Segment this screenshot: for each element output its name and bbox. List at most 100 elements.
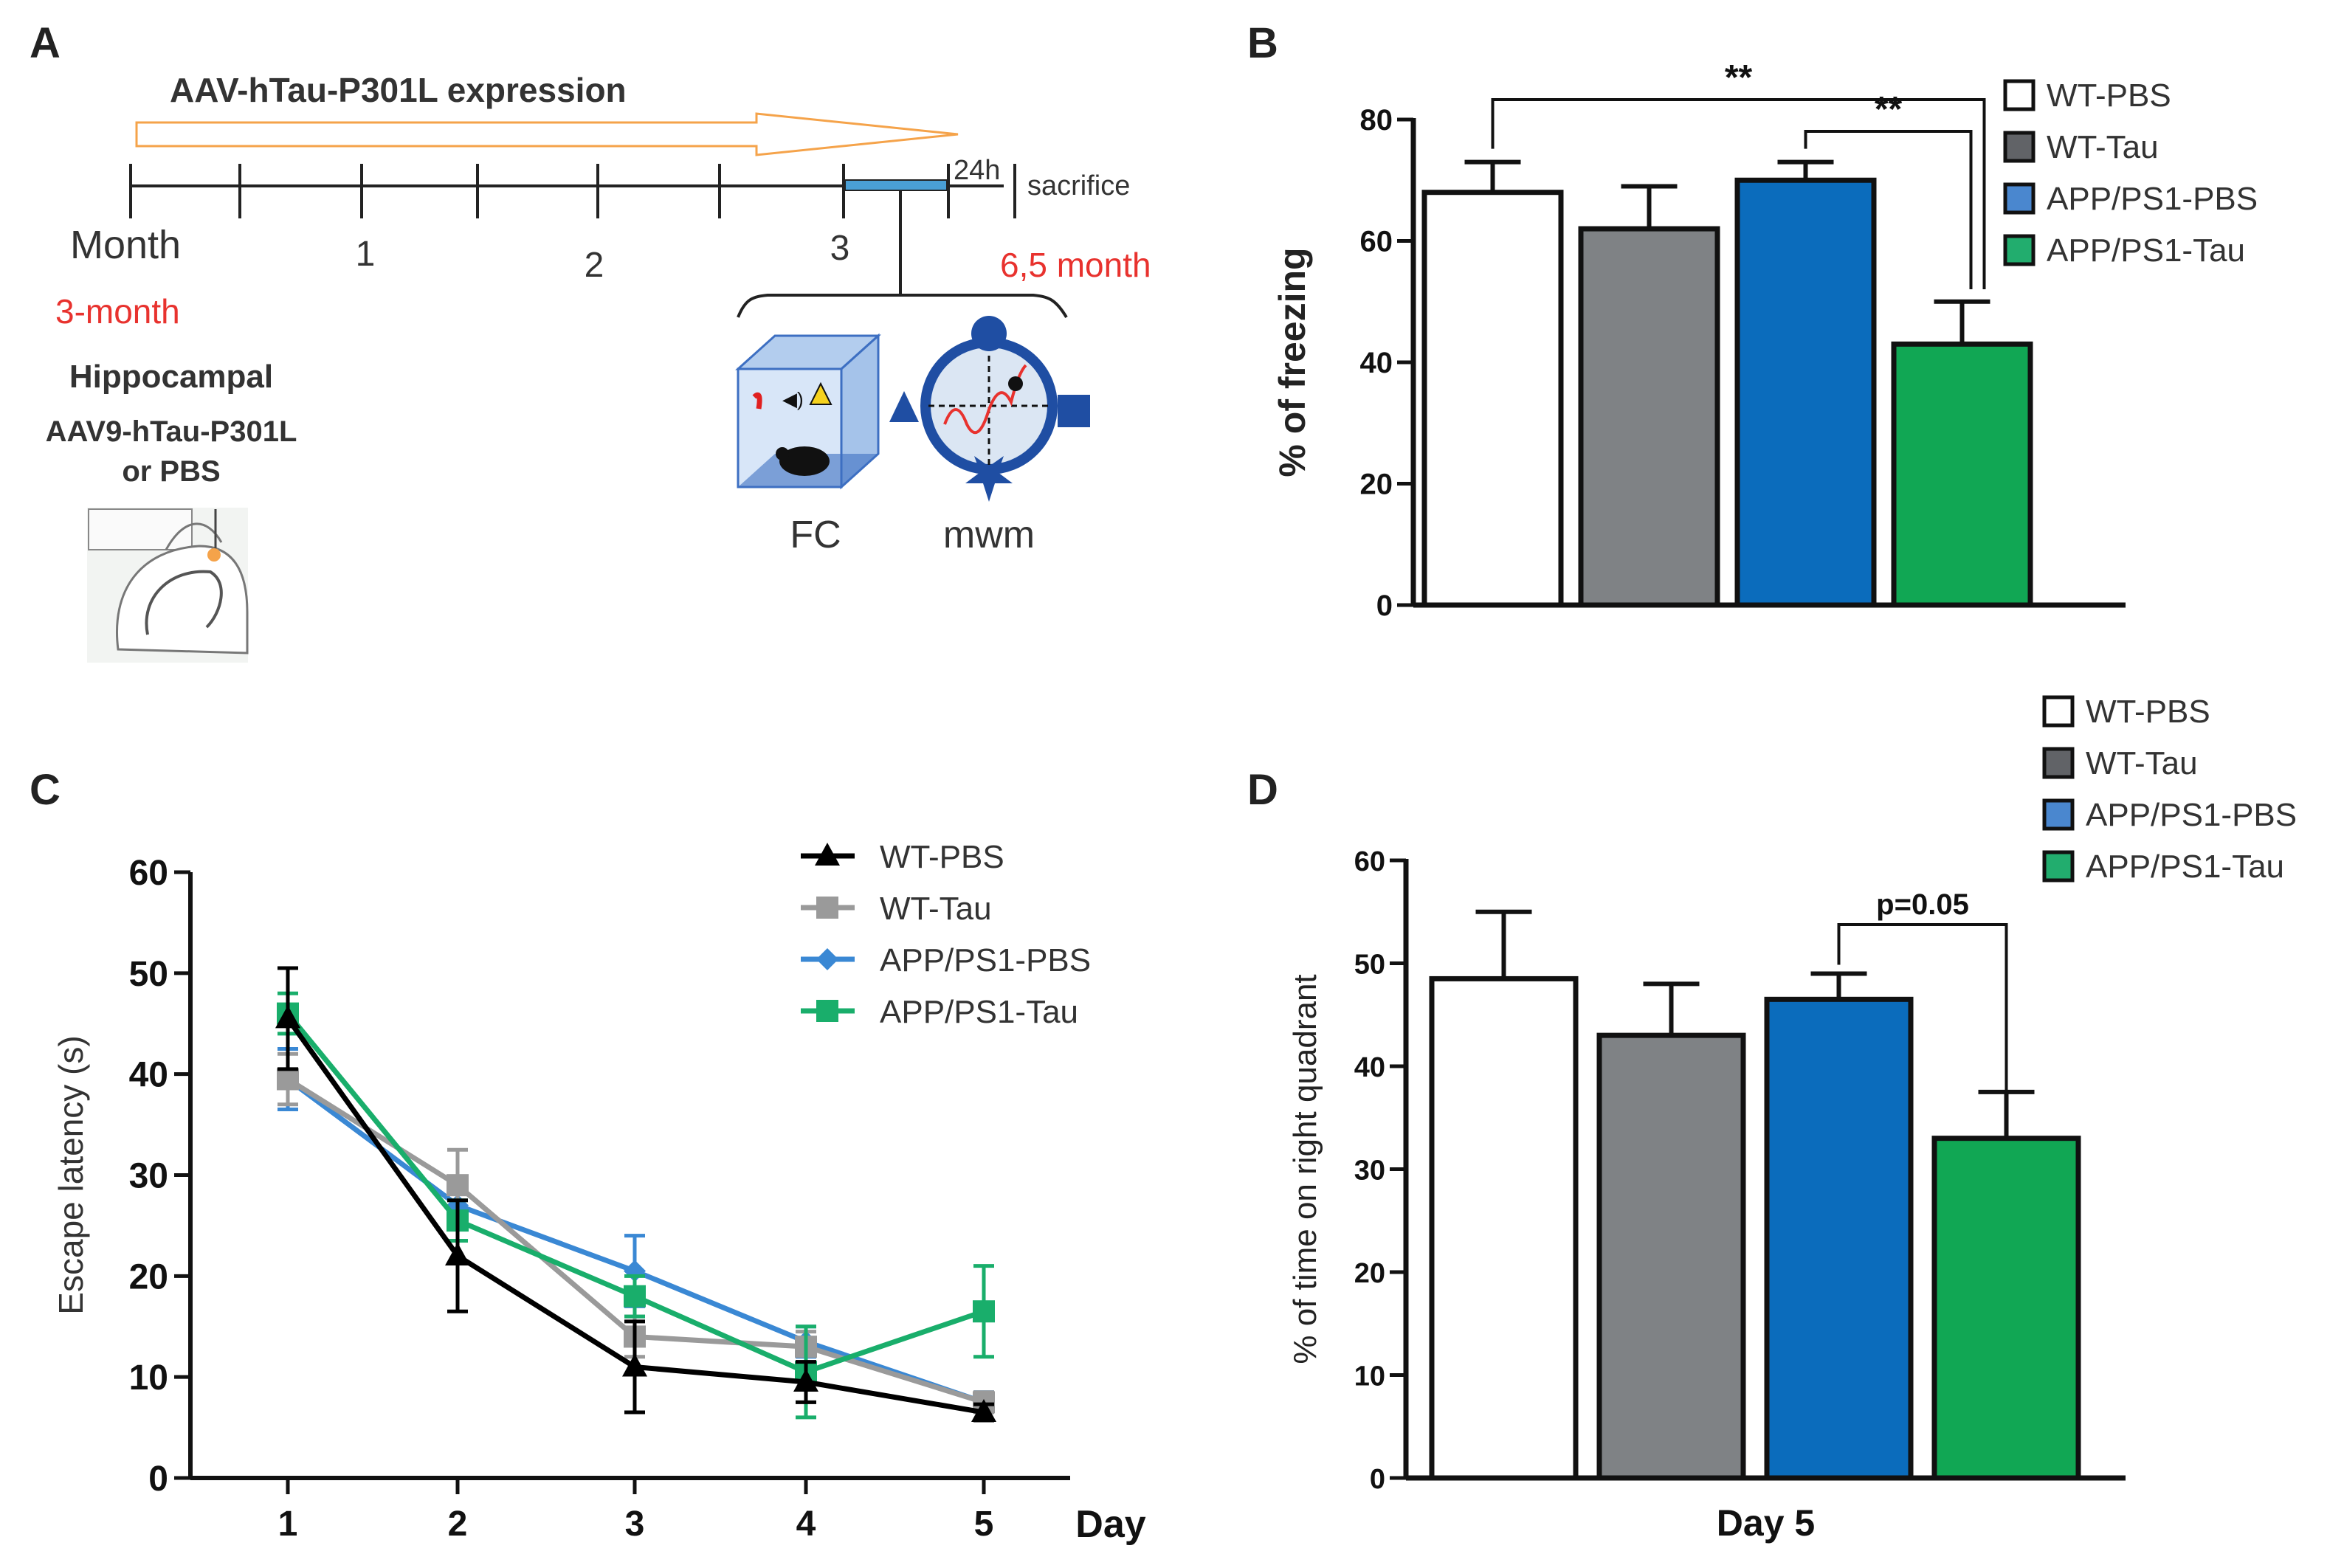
- bar-app-ps1-tau: [1931, 1136, 2081, 1481]
- legend-swatch-wt-tau: [2003, 131, 2036, 163]
- legend-swatch-wt-pbs: [2042, 695, 2075, 728]
- x-tick-label: 5: [974, 1505, 994, 1544]
- significance-label: **: [1875, 90, 1903, 129]
- legend-label-wt-pbs: WT-PBS: [2047, 77, 2171, 114]
- panel-a-timeline: A AAV-hTau-P301L expression Month 1 2 3 …: [30, 19, 1151, 663]
- expression-arrow-label: AAV-hTau-P301L expression: [170, 71, 627, 109]
- injection-line-3: or PBS: [122, 455, 220, 488]
- legend-marker-app-ps1-tau: [816, 1000, 838, 1022]
- y-tick-label: 60: [1360, 226, 1393, 258]
- point-wt-pbs: [445, 1242, 470, 1265]
- month-label: Month: [70, 223, 181, 267]
- panel-a-letter: A: [30, 19, 61, 67]
- start-age-label: 3-month: [55, 292, 180, 331]
- y-tick-label: 20: [1360, 469, 1393, 501]
- legend-label-wt-pbs: WT-PBS: [880, 839, 1004, 875]
- significance-label: **: [1725, 58, 1753, 97]
- x-tick-label: 4: [796, 1505, 816, 1544]
- b-legend: WT-PBS WT-Tau APP/PS1-PBS APP/PS1-Tau: [2003, 77, 2258, 269]
- significance-bracket: [1491, 98, 1986, 289]
- d-significance: p=0.05: [1837, 888, 2008, 1091]
- y-tick-label: 50: [1354, 950, 1385, 981]
- y-tick-label: 10: [1354, 1361, 1385, 1392]
- legend-swatch-wt-tau: [2042, 747, 2075, 779]
- b-significance: ** **: [1491, 58, 1986, 289]
- x-tick-label: 1: [278, 1505, 298, 1544]
- panel-b-letter: B: [1247, 19, 1278, 67]
- water-maze-icon: [889, 316, 1090, 502]
- point-wt-pbs: [275, 1005, 300, 1029]
- d-legend: WT-PBS WT-Tau APP/PS1-PBS APP/PS1-Tau: [2042, 694, 2297, 885]
- y-tick-label: 20: [1354, 1258, 1385, 1289]
- y-tick-label: 80: [1360, 104, 1393, 137]
- y-axis-title: Escape latency (s): [52, 1035, 90, 1314]
- y-tick-label: 60: [1354, 846, 1385, 877]
- point-app-ps1-tau: [973, 1300, 995, 1323]
- c-series: [275, 966, 996, 1423]
- bar-wt-pbs: [1429, 975, 1579, 1481]
- y-tick-label: 30: [1354, 1156, 1385, 1187]
- y-tick-label: 10: [129, 1358, 168, 1398]
- month-tick-3: 3: [830, 229, 850, 268]
- panel-d-letter: D: [1247, 766, 1278, 814]
- legend-swatch-app-ps1-pbs: [2042, 798, 2075, 831]
- timeline-ticks: [129, 164, 1016, 218]
- legend-label-wt-tau: WT-Tau: [2086, 745, 2198, 781]
- y-tick-label: 40: [1354, 1052, 1385, 1083]
- significance-bracket: [1837, 923, 2008, 1091]
- d-bars: [1429, 909, 2081, 1481]
- legend-marker-wt-tau: [816, 897, 838, 919]
- behavior-test-window: [844, 179, 948, 191]
- y-tick-label: 30: [129, 1157, 168, 1196]
- legend-label-app-ps1-tau: APP/PS1-Tau: [880, 994, 1078, 1030]
- point-app-ps1-tau: [624, 1285, 646, 1308]
- y-tick-label: 20: [129, 1257, 168, 1296]
- point-wt-tau: [447, 1174, 469, 1197]
- y-tick-label: 50: [129, 955, 168, 994]
- legend-label-wt-pbs: WT-PBS: [2086, 694, 2210, 730]
- y-tick-label: 0: [1370, 1464, 1385, 1495]
- brain-section-sketch: [87, 508, 249, 663]
- legend-label-app-ps1-tau: APP/PS1-Tau: [2047, 232, 2245, 269]
- x-axis-title: Day: [1075, 1503, 1145, 1546]
- fc-label: FC: [790, 514, 841, 556]
- y-tick-label: 0: [148, 1460, 168, 1499]
- y-axis-title: % of freezing: [1272, 247, 1313, 477]
- panel-d-quadrant-chart: D 0 10 20 30 40 50 60 % of time on right quadra…: [1247, 694, 2297, 1544]
- legend-label-wt-tau: WT-Tau: [2047, 129, 2159, 165]
- bar-app-ps1-pbs: [1734, 177, 1877, 608]
- month-tick-1: 1: [356, 235, 376, 274]
- panel-c-latency-chart: C 0 10 20 30 40 50 60 1 2 3 4 5 Day Escape latency (s…: [30, 766, 1146, 1546]
- y-tick-label: 0: [1376, 590, 1393, 622]
- y-tick-label: 40: [129, 1056, 168, 1095]
- d-axes: 0 10 20 30 40 50 60 % of time on right quadrant…: [1287, 846, 2126, 1544]
- fear-conditioning-icon: ◀): [735, 333, 881, 490]
- month-tick-2: 2: [585, 246, 604, 285]
- point-wt-pbs: [622, 1353, 647, 1377]
- legend-label-app-ps1-pbs: APP/PS1-PBS: [2047, 181, 2258, 217]
- injection-line-1: Hippocampal: [69, 359, 273, 395]
- bar-wt-tau: [1596, 1032, 1746, 1481]
- legend-label-app-ps1-tau: APP/PS1-Tau: [2086, 849, 2284, 885]
- c-axes: 0 10 20 30 40 50 60 1 2 3 4 5 Day Escape latency (s): [52, 854, 1146, 1546]
- 24h-label: 24h: [954, 155, 1000, 186]
- legend-swatch-app-ps1-pbs: [2003, 182, 2036, 215]
- bar-wt-tau: [1578, 226, 1720, 608]
- end-age-label: 6,5 month: [1000, 246, 1151, 284]
- x-tick-label: 3: [625, 1505, 645, 1544]
- bar-app-ps1-tau: [1891, 341, 2033, 608]
- svg-text:◀): ◀): [782, 388, 804, 410]
- bar-app-ps1-pbs: [1764, 996, 1914, 1481]
- bar-wt-pbs: [1421, 190, 1564, 608]
- sacrifice-label: sacrifice: [1027, 170, 1130, 201]
- legend-label-wt-tau: WT-Tau: [880, 891, 992, 927]
- legend-marker-wt-pbs: [815, 843, 840, 866]
- test-bracket: [737, 294, 1068, 319]
- panel-c-letter: C: [30, 766, 61, 814]
- legend-label-app-ps1-pbs: APP/PS1-PBS: [880, 942, 1091, 978]
- series-wt-pbs: [275, 966, 996, 1423]
- point-wt-tau: [277, 1068, 299, 1091]
- panel-b-freezing-chart: B 0 20 40 60 80 % of freezing ** ** WT-PBS WT-T…: [1247, 19, 2258, 622]
- legend-swatch-app-ps1-tau: [2003, 234, 2036, 266]
